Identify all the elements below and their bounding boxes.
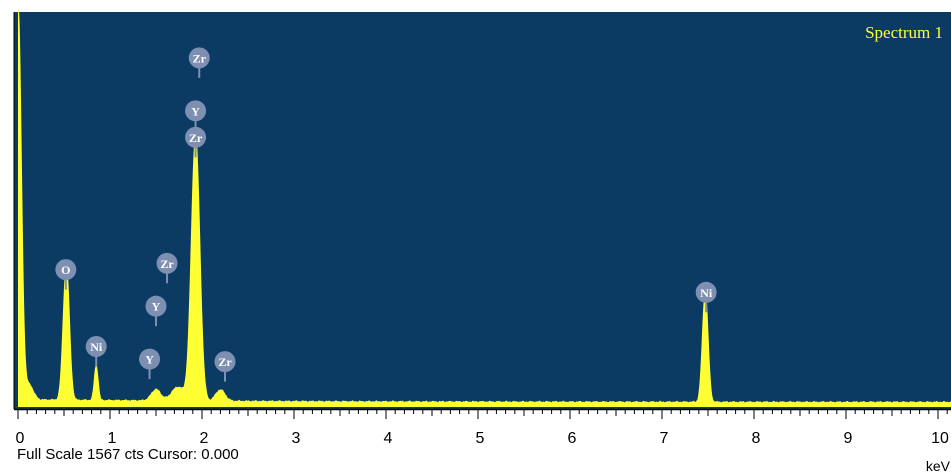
peak-label-marker <box>185 126 207 148</box>
x-axis-unit-label: keV <box>926 458 951 474</box>
peak-label-text: O <box>61 263 70 277</box>
peak-label-y: Y <box>185 100 207 131</box>
peak-label-text: Zr <box>189 131 203 145</box>
peak-label-text: Ni <box>90 340 103 354</box>
peak-label-text: Y <box>191 104 200 118</box>
x-axis-ticks <box>17 410 948 419</box>
peak-labels: O Ni Y Y Zr Zr Zr Y Zr Ni <box>55 47 717 382</box>
plot-area[interactable] <box>14 12 951 409</box>
peak-label-text: Ni <box>700 286 713 300</box>
x-tick-label: 0 <box>16 430 25 447</box>
x-axis-tick-labels: 0 1 2 3 4 5 6 7 8 9 10 <box>16 430 949 447</box>
x-tick-label: 1 <box>108 430 117 447</box>
peak-label-y: Y <box>145 295 167 327</box>
peak-label-text: Zr <box>160 257 174 271</box>
status-readout: Full Scale 1567 cts Cursor: 0.000 <box>17 446 239 463</box>
peak-label-ni: Ni <box>695 281 717 313</box>
peak-label-zr: Zr <box>185 126 207 158</box>
peak-label-o: O <box>55 259 77 290</box>
peak-label-zr: Zr <box>214 351 236 382</box>
x-tick-label: 3 <box>292 430 301 447</box>
peak-label-text: Zr <box>218 355 232 369</box>
x-tick-label: 5 <box>476 430 485 447</box>
x-tick-label: 4 <box>384 430 393 447</box>
peak-label-marker <box>55 259 77 281</box>
peak-label-y: Y <box>139 348 161 380</box>
peak-label-marker <box>185 100 207 122</box>
x-tick-label: 8 <box>752 430 761 447</box>
peak-label-ni: Ni <box>85 336 107 367</box>
x-tick-label: 6 <box>568 430 577 447</box>
peak-label-marker <box>188 47 210 69</box>
peak-label-text: Y <box>145 353 154 367</box>
peak-label-marker <box>156 252 178 274</box>
x-tick-label: 7 <box>660 430 669 447</box>
peak-label-text: Y <box>152 300 161 314</box>
peak-label-marker <box>139 348 161 370</box>
peak-label-marker <box>695 281 717 303</box>
x-tick-label: 10 <box>931 430 949 447</box>
spectrum-outline <box>17 11 951 405</box>
peak-label-text: Zr <box>193 51 207 65</box>
peak-label-marker <box>85 336 107 358</box>
peak-label-marker <box>145 295 167 317</box>
peak-label-zr: Zr <box>156 252 178 284</box>
x-tick-label: 9 <box>844 430 853 447</box>
peak-label-marker <box>214 351 236 373</box>
peak-label-zr: Zr <box>188 47 210 78</box>
spectrum-title: Spectrum 1 <box>865 23 943 42</box>
x-tick-label: 2 <box>200 430 209 447</box>
